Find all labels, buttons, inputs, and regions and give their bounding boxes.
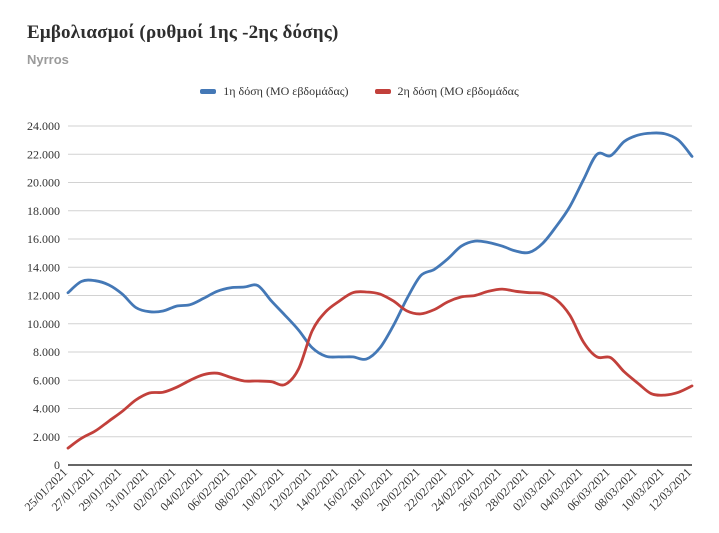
y-tick-label: 8.000 [33, 345, 60, 359]
chart-subtitle: Nyrros [27, 52, 69, 67]
y-tick-label: 16.000 [27, 232, 60, 246]
legend-label-first-dose: 1η δόση (ΜΟ εβδομάδας) [223, 84, 349, 98]
legend-item-second-dose: 2η δόση (ΜΟ εβδομάδας [374, 84, 519, 99]
y-tick-label: 2.000 [33, 430, 60, 444]
y-tick-label: 24.000 [27, 119, 60, 133]
y-axis-labels: 0 2.000 4.000 6.000 8.000 10.000 12.000 14.000 1… [27, 119, 60, 472]
line-series-2 [66, 287, 694, 450]
x-axis-labels: 25/01/202127/01/202129/01/202131/01/2021… [22, 465, 695, 514]
grid-lines [68, 125, 692, 438]
line-series-1 [66, 131, 694, 361]
y-tick-label: 14.000 [27, 260, 60, 274]
y-tick-label: 18.000 [27, 204, 60, 218]
chart-legend: 1η δόση (ΜΟ εβδομάδας) 2η δόση (ΜΟ εβδομ… [0, 84, 719, 99]
y-tick-label: 12.000 [27, 289, 60, 303]
legend-label-second-dose: 2η δόση (ΜΟ εβδομάδας [397, 84, 519, 98]
chart-title: Εμβολιασμοί (ρυθμοί 1ης -2ης δόσης) [27, 22, 339, 43]
y-tick-label: 6.000 [33, 373, 60, 387]
y-tick-label: 10.000 [27, 317, 60, 331]
y-tick-label: 0 [54, 458, 60, 472]
y-tick-label: 20.000 [27, 176, 60, 190]
y-tick-label: 4.000 [33, 402, 60, 416]
second-dose-swatch-icon [374, 89, 391, 94]
first-dose-swatch-icon [200, 89, 217, 94]
legend-item-first-dose: 1η δόση (ΜΟ εβδομάδας) [200, 84, 349, 99]
y-tick-label: 22.000 [27, 147, 60, 161]
